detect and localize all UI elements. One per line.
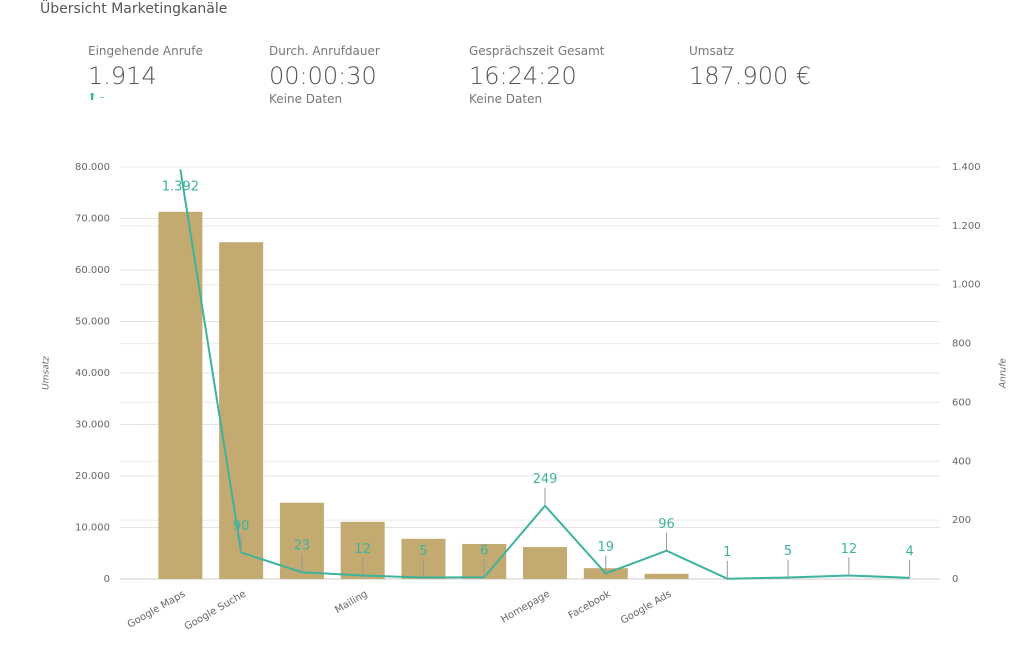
y-axis-title: Umsatz (42, 356, 52, 390)
data-label: 1.392 (162, 180, 199, 195)
y-tick-label: 20.000 (75, 471, 110, 482)
data-label: 249 (533, 472, 558, 487)
y-tick-label: 50.000 (75, 317, 110, 328)
data-label: 96 (658, 517, 675, 532)
y2-tick-label: 400 (952, 456, 971, 467)
x-tick-label: Google Ads (619, 589, 674, 627)
data-label: 6 (480, 544, 488, 559)
kpi-sub: – (99, 92, 105, 103)
kpi-value: 187.900 € (689, 62, 812, 90)
kpi: Gesprächszeit Gesamt 16:24:20 Keine Date… (469, 44, 605, 106)
kpi-sub: Keine Daten (269, 92, 343, 106)
kpi-value: 16:24:20 (469, 62, 577, 90)
y-tick-label: 70.000 (75, 214, 110, 225)
kpi-value: 1.914 (88, 62, 157, 90)
data-label: 12 (354, 542, 371, 557)
arrow-icon: ⬆ (88, 92, 97, 103)
y2-tick-label: 1.400 (952, 162, 981, 173)
kpi-label: Gesprächszeit Gesamt (469, 44, 605, 58)
kpi-label: Durch. Anrufdauer (269, 44, 380, 58)
y2-tick-label: 1.200 (952, 221, 981, 232)
y2-tick-label: 0 (952, 574, 958, 585)
y-tick-label: 40.000 (75, 368, 110, 379)
page-title: Übersicht Marketingkanäle (40, 1, 228, 17)
kpi-label: Umsatz (689, 44, 735, 58)
y2-axis-title: Anrufe (999, 358, 1009, 389)
y2-tick-label: 200 (952, 515, 971, 526)
data-label: 23 (294, 539, 311, 554)
x-tick-label: Homepage (499, 589, 552, 626)
data-label: 1 (723, 545, 731, 560)
data-label: 5 (419, 544, 427, 559)
y-tick-label: 80.000 (75, 162, 110, 173)
y-tick-label: 60.000 (75, 265, 110, 276)
data-label: 19 (597, 540, 614, 555)
kpi: Eingehende Anrufe 1.914 ⬆ – (88, 44, 203, 103)
y-tick-label: 10.000 (75, 523, 110, 534)
data-label: 4 (905, 544, 913, 559)
y2-tick-label: 800 (952, 339, 971, 350)
bar (219, 242, 264, 579)
kpi: Umsatz 187.900 € (689, 44, 811, 90)
y2-tick-label: 1.000 (952, 280, 981, 291)
y-tick-label: 30.000 (75, 420, 110, 431)
bar (644, 573, 689, 579)
kpi-trend: ⬆ – (88, 92, 203, 103)
kpi: Durch. Anrufdauer 00:00:30 Keine Daten (269, 44, 380, 106)
kpi-value: 00:00:30 (269, 62, 377, 90)
kpi-sub: Keine Daten (469, 92, 543, 106)
x-tick-label: Facebook (567, 589, 613, 622)
data-label: 90 (233, 519, 250, 534)
x-tick-label: Google Suche (183, 589, 248, 633)
data-label: 12 (841, 542, 858, 557)
y-tick-label: 0 (104, 574, 110, 585)
x-tick-label: Google Maps (126, 589, 188, 631)
kpi-label: Eingehende Anrufe (88, 44, 203, 58)
bar (523, 547, 567, 579)
data-label: 5 (784, 544, 792, 559)
bar (158, 211, 203, 579)
y2-tick-label: 600 (952, 397, 971, 408)
x-tick-label: Mailing (333, 589, 369, 616)
